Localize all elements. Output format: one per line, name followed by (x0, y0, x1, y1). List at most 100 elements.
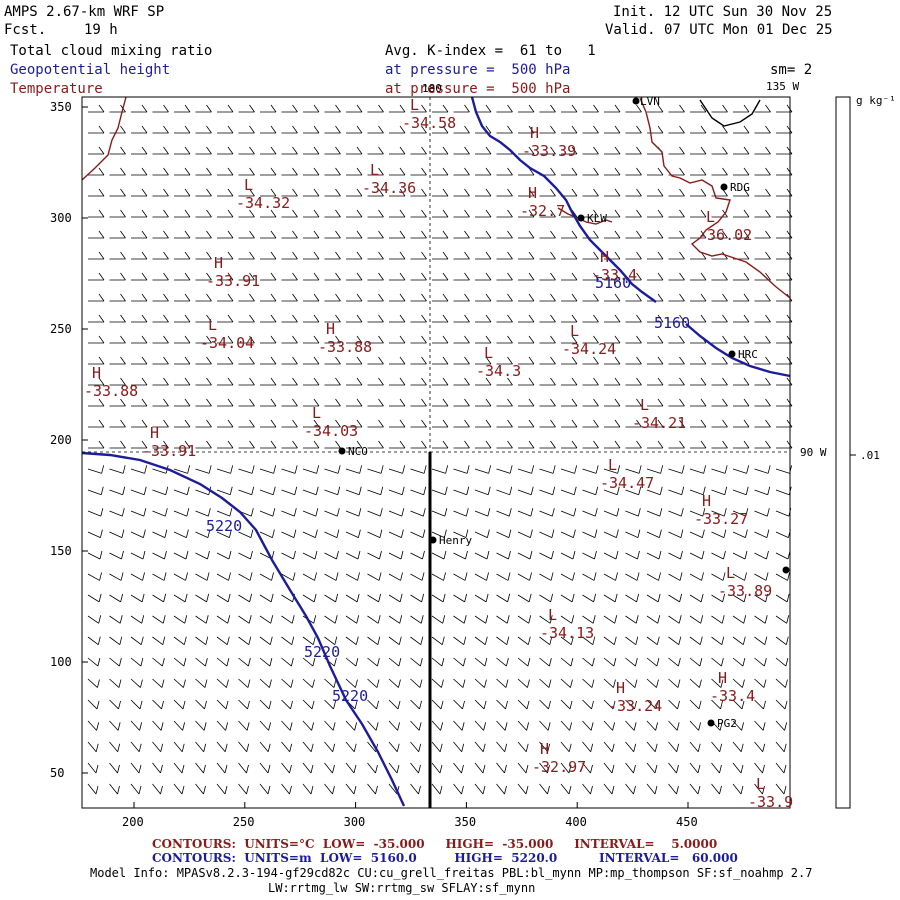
wind-barb (260, 356, 277, 365)
wind-barb (582, 572, 597, 581)
wind-barb (109, 230, 126, 239)
wind-barb (131, 356, 148, 365)
wind-barb (388, 657, 402, 667)
wind-barb (216, 465, 234, 474)
height-contours (81, 96, 791, 807)
wind-barb (303, 209, 320, 218)
wind-barb (303, 293, 320, 302)
wind-barb (775, 615, 790, 624)
field-geopotential-height: Geopotential height (10, 62, 171, 78)
wind-barb (690, 167, 707, 176)
wind-barb (647, 230, 664, 239)
wind-barb (733, 419, 750, 428)
wind-barb (668, 741, 680, 753)
wind-barb (646, 572, 661, 581)
wind-barb (324, 251, 341, 260)
wind-barb (539, 230, 556, 239)
wind-barb (431, 762, 443, 774)
wind-barb (281, 465, 298, 474)
wind-barb (711, 615, 725, 624)
wind-barb (711, 699, 723, 710)
wind-barb (259, 465, 277, 474)
temp-extremum-value: -33.9 (748, 793, 793, 811)
wind-barb (539, 314, 556, 323)
wind-barb (604, 419, 621, 428)
wind-barb (775, 783, 787, 795)
wind-barb (647, 125, 664, 134)
wind-barb (324, 678, 337, 688)
wind-barb (754, 314, 771, 323)
wind-barb (431, 572, 446, 581)
wind-barb (238, 678, 251, 688)
wind-barb (302, 657, 316, 667)
wind-barb (711, 272, 728, 281)
temp-extremum-value: -34.36 (362, 179, 416, 197)
wind-barb (453, 720, 465, 731)
coastline-east (639, 97, 791, 299)
wind-barb (625, 486, 642, 496)
wind-barb (346, 146, 363, 155)
wind-barb (152, 293, 169, 302)
wind-barb (775, 550, 791, 560)
wind-barb (474, 678, 487, 688)
wind-barb (775, 762, 787, 774)
wind-barb (539, 272, 556, 281)
wind-barb (367, 636, 381, 646)
wind-barb (345, 783, 357, 795)
wind-barb (131, 125, 148, 134)
wind-barb (604, 377, 621, 386)
x-tick-label: 250 (233, 815, 255, 829)
wind-barb (152, 741, 164, 753)
wind-barb (496, 762, 507, 774)
wind-barb (539, 398, 556, 407)
wind-barb (174, 398, 191, 407)
wind-barb (474, 657, 488, 667)
wind-barb (173, 657, 187, 667)
wind-barb (560, 465, 578, 474)
wind-barb (410, 314, 427, 323)
wind-barb (109, 465, 126, 474)
wind-barb (711, 377, 728, 386)
wind-barb (109, 572, 124, 581)
wind-barb (303, 146, 320, 155)
wind-barb (625, 762, 636, 774)
wind-barb (539, 125, 556, 134)
wind-barb (130, 615, 145, 624)
wind-barb (109, 398, 126, 407)
wind-barb (496, 335, 513, 344)
wind-barb (603, 741, 615, 753)
wind-barb (324, 615, 338, 624)
wind-barb (453, 251, 470, 260)
wind-barb (260, 314, 277, 323)
wind-barb (668, 657, 681, 667)
wind-barb (388, 486, 405, 496)
wind-barb (754, 188, 771, 197)
y-tick-label: 300 (50, 211, 72, 225)
station-label: NCO (348, 445, 368, 458)
wind-barb (668, 356, 685, 365)
wind-barb (690, 398, 707, 407)
station-marker (720, 183, 728, 191)
wind-barb (410, 167, 427, 176)
wind-barb (539, 486, 556, 496)
wind-barb (733, 167, 750, 176)
wind-barb (217, 314, 234, 323)
wind-barb (668, 783, 679, 795)
wind-barb (496, 125, 513, 134)
wind-barb (195, 230, 212, 239)
wind-barb (496, 657, 509, 667)
wind-barb (109, 657, 122, 667)
wind-barb (324, 272, 341, 281)
wind-barb (496, 636, 510, 646)
wind-barb (711, 741, 723, 753)
wind-barb (238, 419, 255, 428)
wind-barb (260, 230, 277, 239)
wind-barb (195, 377, 212, 386)
wind-barb (195, 550, 210, 560)
k-index-avg: Avg. K-index = 61 to 1 (385, 43, 596, 59)
wind-barb (496, 508, 512, 517)
wind-barb (604, 293, 621, 302)
wind-barb (603, 636, 617, 646)
wind-barb (561, 356, 578, 365)
wind-barb (152, 230, 169, 239)
